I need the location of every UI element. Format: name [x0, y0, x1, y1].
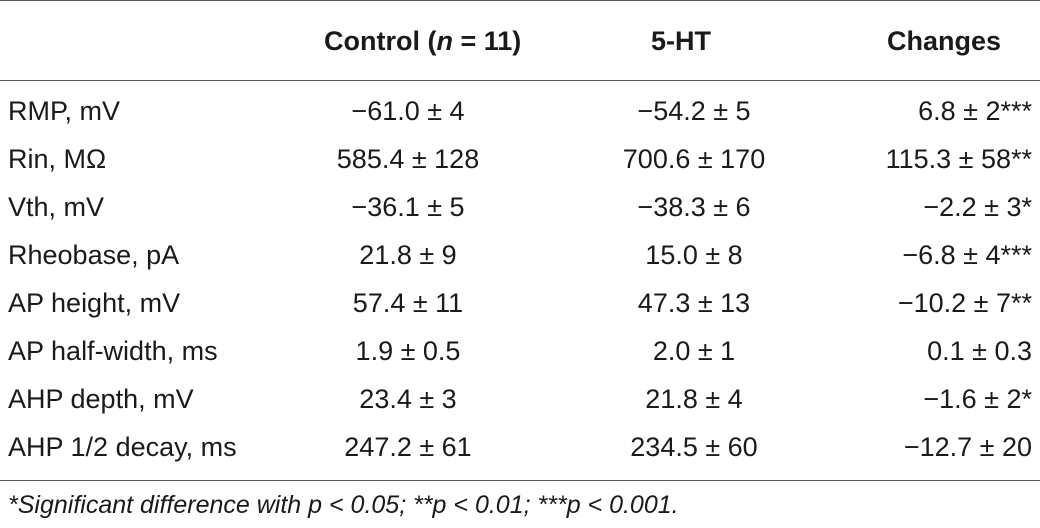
- table-header-rule: [0, 80, 1040, 81]
- table-row: Rin, MΩ 585.4 ± 128 700.6 ± 170 115.3 ± …: [0, 136, 1040, 184]
- row-label: Vth, mV: [8, 192, 105, 222]
- cell-control: 23.4 ± 3: [359, 384, 457, 414]
- cell-changes: 115.3 ± 58**: [885, 144, 1032, 174]
- table-top-rule: [0, 0, 1040, 1]
- cell-changes: −1.6 ± 2*: [923, 384, 1032, 414]
- cell-treatment: 21.8 ± 4: [645, 384, 743, 414]
- cell-treatment: 700.6 ± 170: [622, 144, 766, 174]
- row-label: AHP 1/2 decay, ms: [8, 432, 237, 462]
- table-bottom-rule: [0, 480, 1040, 481]
- cell-changes: −6.8 ± 4***: [902, 240, 1032, 270]
- header-control: Control (n = 11): [324, 26, 522, 56]
- cell-control: −61.0 ± 4: [351, 96, 465, 126]
- row-label: AHP depth, mV: [8, 384, 194, 414]
- cell-changes: −2.2 ± 3*: [923, 192, 1032, 222]
- cell-control: 247.2 ± 61: [344, 432, 472, 462]
- cell-treatment: 15.0 ± 8: [645, 240, 743, 270]
- row-label: RMP, mV: [8, 96, 121, 126]
- cell-treatment: 47.3 ± 13: [637, 288, 751, 318]
- cell-control: −36.1 ± 5: [351, 192, 465, 222]
- table-row: Vth, mV −36.1 ± 5 −38.3 ± 6 −2.2 ± 3*: [0, 184, 1040, 232]
- cell-changes: 0.1 ± 0.3: [927, 336, 1032, 366]
- table-header-row: Control (n = 11) 5-HT Changes: [0, 0, 1040, 80]
- header-control-n: n: [436, 26, 453, 56]
- header-changes: Changes: [887, 26, 1002, 56]
- cell-treatment: −38.3 ± 6: [637, 192, 751, 222]
- cell-control: 57.4 ± 11: [352, 288, 464, 318]
- table-row: AP height, mV 57.4 ± 11 47.3 ± 13 −10.2 …: [0, 280, 1040, 328]
- cell-control: 585.4 ± 128: [336, 144, 480, 174]
- cell-control: 21.8 ± 9: [359, 240, 457, 270]
- cell-treatment: 234.5 ± 60: [630, 432, 758, 462]
- header-treatment: 5-HT: [651, 26, 711, 56]
- row-label: Rin, MΩ: [8, 144, 107, 174]
- table-row: Rheobase, pA 21.8 ± 9 15.0 ± 8 −6.8 ± 4*…: [0, 232, 1040, 280]
- table-row: RMP, mV −61.0 ± 4 −54.2 ± 5 6.8 ± 2***: [0, 88, 1040, 136]
- row-label: Rheobase, pA: [8, 240, 180, 270]
- table-row: AHP depth, mV 23.4 ± 3 21.8 ± 4 −1.6 ± 2…: [0, 376, 1040, 424]
- table-row: AP half-width, ms 1.9 ± 0.5 2.0 ± 1 0.1 …: [0, 328, 1040, 376]
- cell-treatment: 2.0 ± 1: [652, 336, 736, 366]
- cell-changes: −12.7 ± 20: [903, 432, 1032, 462]
- table-footnote: *Significant difference with p < 0.05; *…: [8, 491, 679, 519]
- cell-changes: −10.2 ± 7**: [897, 288, 1032, 318]
- cell-changes: 6.8 ± 2***: [918, 96, 1032, 126]
- cell-treatment: −54.2 ± 5: [637, 96, 751, 126]
- cell-control: 1.9 ± 0.5: [355, 336, 461, 366]
- row-label: AP half-width, ms: [8, 336, 218, 366]
- table-body: RMP, mV −61.0 ± 4 −54.2 ± 5 6.8 ± 2*** R…: [0, 88, 1040, 472]
- table-row: AHP 1/2 decay, ms 247.2 ± 61 234.5 ± 60 …: [0, 424, 1040, 472]
- row-label: AP height, mV: [8, 288, 181, 318]
